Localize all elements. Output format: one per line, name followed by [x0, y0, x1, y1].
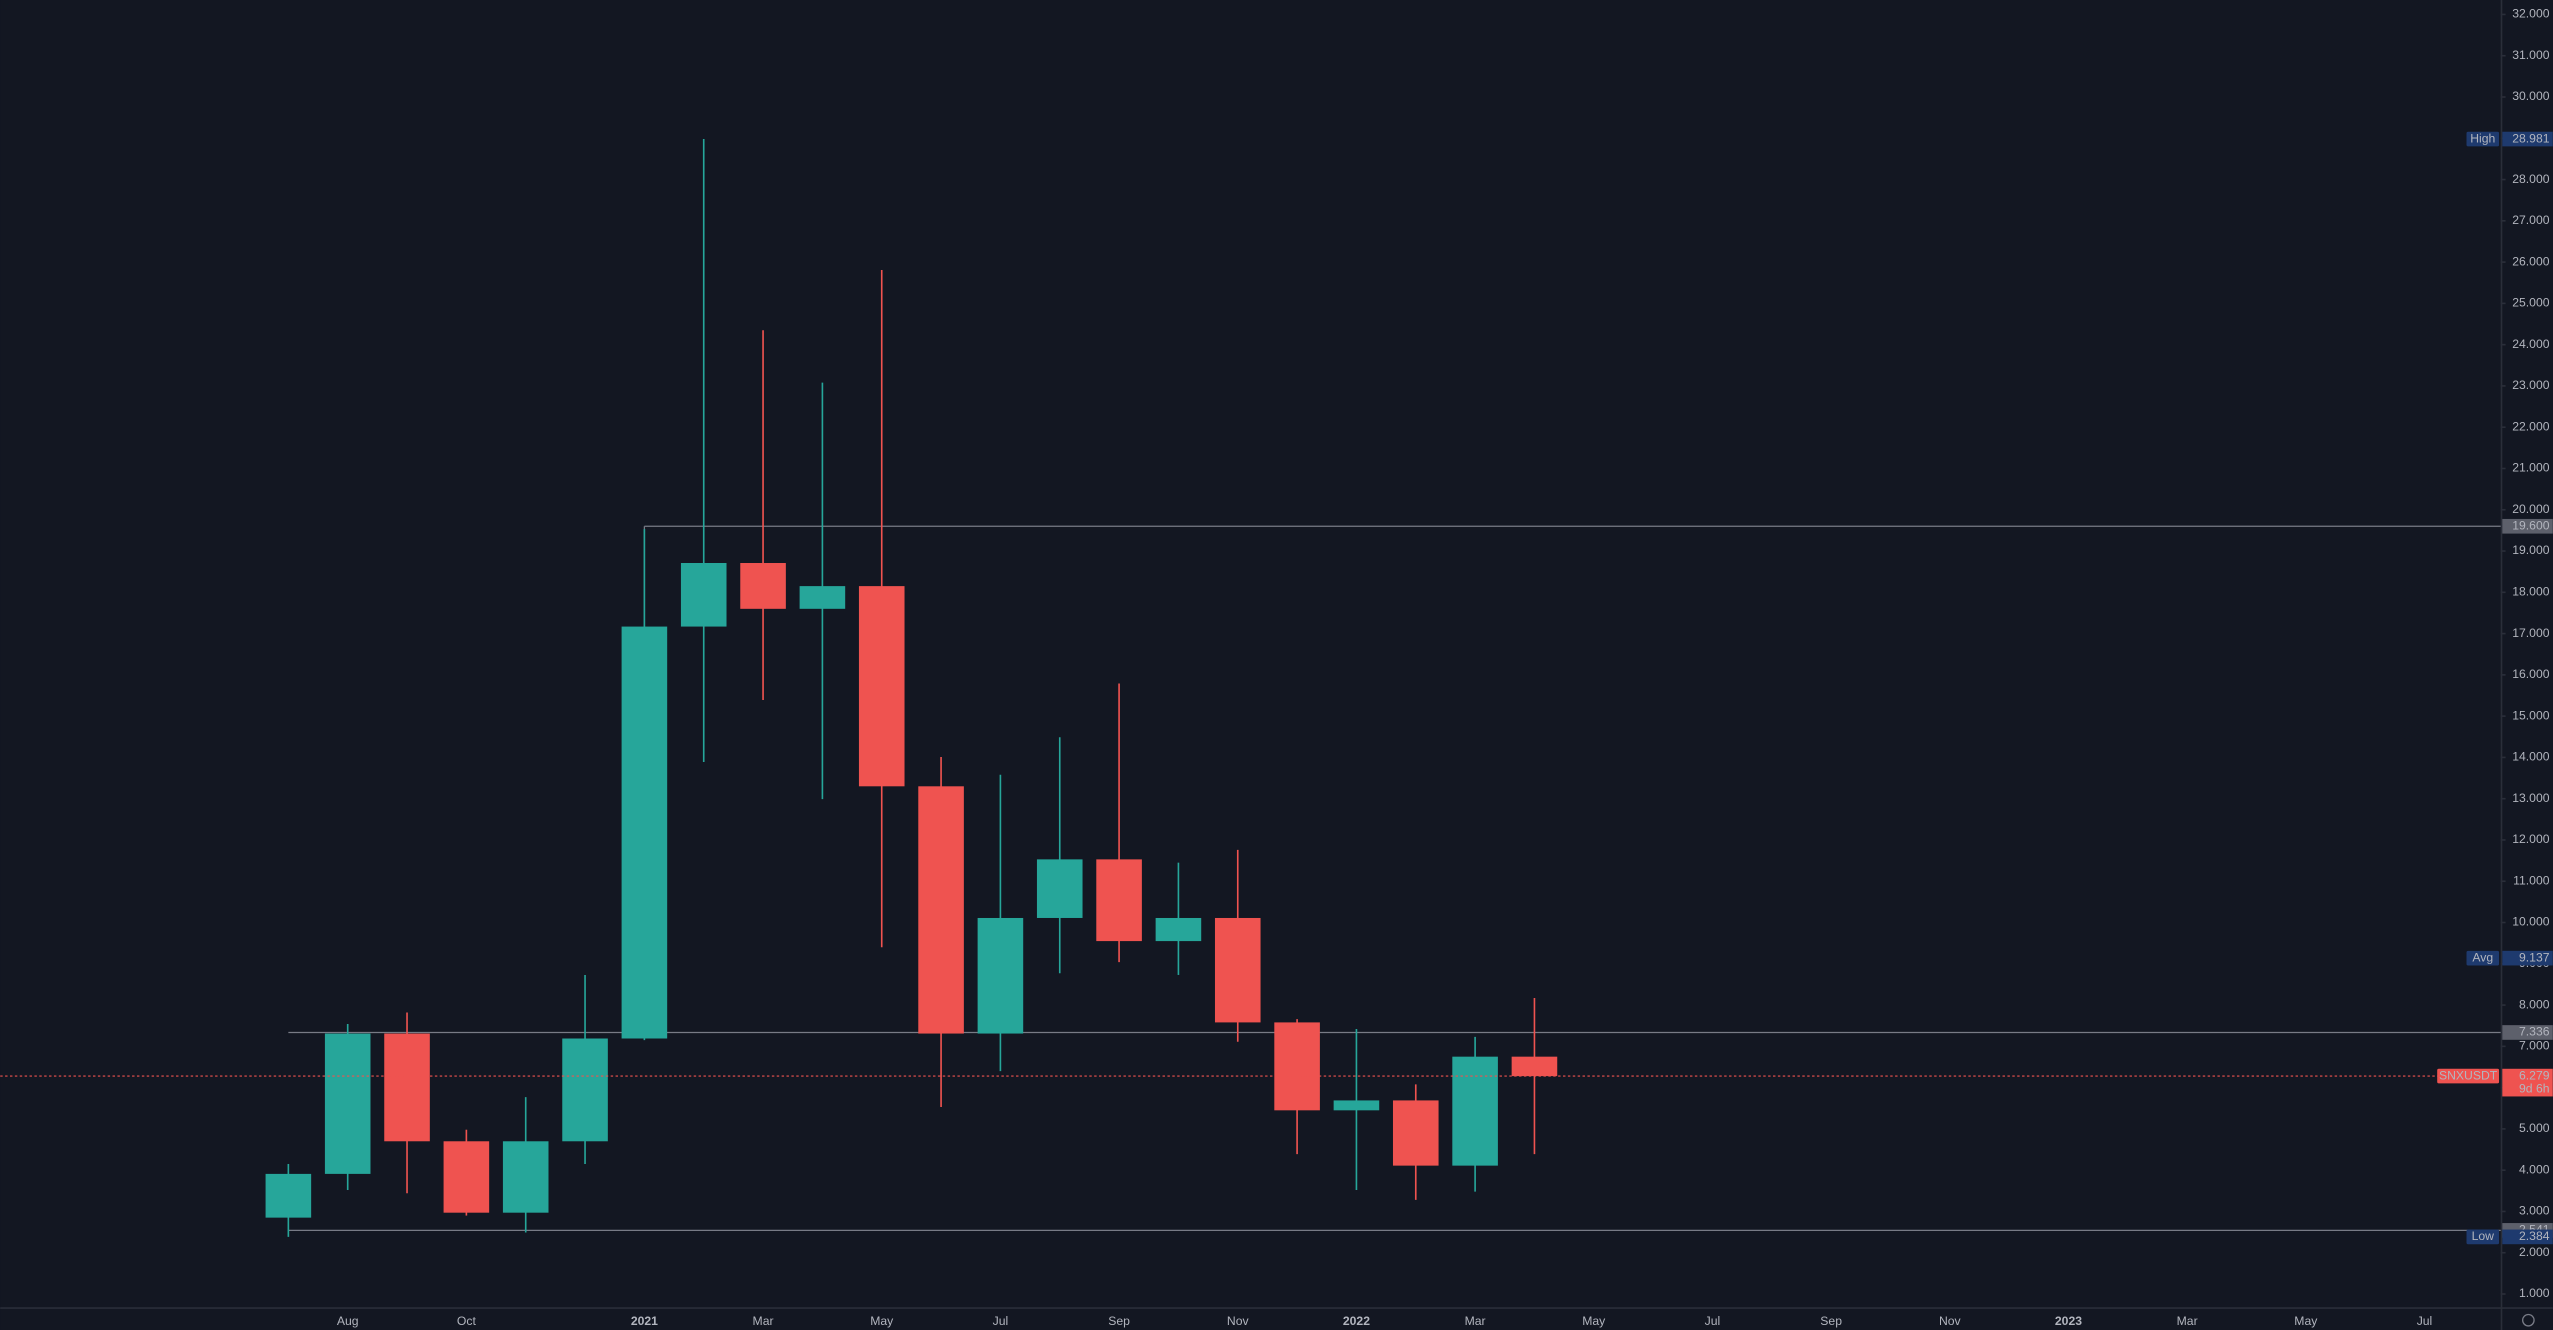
y-tick-label: 3.000	[2519, 1204, 2550, 1218]
candle-body	[1214, 917, 1261, 1023]
stat-name: High	[2470, 131, 2495, 145]
y-tick-label: 24.000	[2512, 337, 2549, 351]
y-tick-label: 1.000	[2519, 1286, 2550, 1300]
level-badge	[2502, 1025, 2553, 1040]
y-tick-label: 17.000	[2512, 626, 2549, 640]
last-price-value: 6.279	[2519, 1068, 2550, 1082]
y-tick-label: 18.000	[2512, 585, 2549, 599]
x-tick-label: Jul	[1705, 1314, 1721, 1328]
candle-body	[680, 563, 727, 627]
candle-body	[502, 1141, 549, 1213]
candle-body	[1392, 1100, 1439, 1166]
stat-name-badge	[2466, 950, 2500, 966]
settings-button[interactable]	[2522, 1313, 2535, 1327]
x-tick-label: Jul	[993, 1314, 1009, 1328]
y-tick-label: 13.000	[2512, 791, 2549, 805]
y-tick-label: 15.000	[2512, 708, 2549, 722]
level-value: 19.600	[2512, 518, 2549, 532]
candle-body	[740, 563, 786, 609]
candle-body	[858, 586, 905, 787]
y-tick-label: 30.000	[2512, 89, 2549, 103]
countdown: 9d 6h	[2519, 1081, 2550, 1095]
symbol-badge	[2437, 1068, 2500, 1084]
x-tick-label: Sep	[1108, 1314, 1130, 1328]
candle-body	[621, 626, 668, 1039]
candle-body	[1036, 859, 1083, 918]
x-tick-label: Aug	[337, 1314, 359, 1328]
y-tick-label: 16.000	[2512, 667, 2549, 681]
candle-body	[799, 586, 846, 609]
y-tick-label: 20.000	[2512, 502, 2549, 516]
y-tick-label: 4.000	[2519, 1162, 2550, 1176]
y-tick-label: 11.000	[2513, 873, 2550, 887]
candle-body	[1511, 1056, 1558, 1077]
y-tick-label: 26.000	[2512, 254, 2549, 268]
y-tick-label: 12.000	[2512, 832, 2549, 846]
stat-value: 9.137	[2519, 950, 2550, 964]
candle-body	[265, 1173, 312, 1218]
y-tick-label: 10.000	[2512, 915, 2549, 929]
symbol-name: SNXUSDT	[2439, 1068, 2498, 1082]
stat-value-badge	[2502, 1229, 2553, 1245]
x-tick-label: Nov	[1939, 1314, 1962, 1328]
stat-name-badge	[2466, 131, 2500, 147]
y-tick-label: 22.000	[2512, 419, 2549, 433]
candle-body	[443, 1141, 490, 1213]
stat-name: Avg	[2472, 950, 2493, 964]
y-tick-label: 7.000	[2519, 1039, 2550, 1053]
y-tick-label: 8.000	[2519, 997, 2550, 1011]
x-tick-label: May	[1582, 1314, 1606, 1328]
candle-body	[918, 786, 964, 1034]
candle-body	[562, 1038, 608, 1142]
y-tick-label: 32.000	[2512, 7, 2549, 21]
candle-body	[384, 1033, 430, 1142]
x-tick-label: Oct	[457, 1314, 477, 1328]
stat-name: Low	[2472, 1229, 2495, 1243]
x-tick-label: May	[870, 1314, 894, 1328]
x-tick-label: Mar	[1465, 1314, 1486, 1328]
x-tick-label: 2021	[631, 1314, 658, 1328]
x-tick-label: Jul	[2417, 1314, 2433, 1328]
x-tick-label: Nov	[1227, 1314, 1250, 1328]
y-tick-label: 23.000	[2512, 378, 2549, 392]
candle-body	[1452, 1056, 1498, 1166]
x-tick-label: May	[2294, 1314, 2318, 1328]
y-tick-label: 21.000	[2512, 461, 2549, 475]
y-tick-label: 28.000	[2512, 172, 2549, 186]
x-tick-label: Sep	[1820, 1314, 1842, 1328]
candle-body	[1333, 1100, 1380, 1111]
y-tick-label: 5.000	[2519, 1121, 2550, 1135]
last-price-badge	[2502, 1068, 2553, 1097]
y-tick-label: 19.000	[2512, 543, 2549, 557]
x-tick-label: 2023	[2055, 1314, 2082, 1328]
stat-value-badge	[2502, 950, 2553, 966]
stat-value: 28.981	[2512, 131, 2549, 145]
x-tick-label: 2022	[1343, 1314, 1370, 1328]
y-tick-label: 31.000	[2512, 48, 2549, 62]
stat-name-badge	[2466, 1229, 2500, 1245]
stat-value-badge	[2502, 131, 2553, 147]
candle-body	[324, 1033, 371, 1174]
stat-value: 2.384	[2519, 1229, 2550, 1243]
x-tick-label: Mar	[2177, 1314, 2198, 1328]
candle-body	[1274, 1022, 1320, 1111]
y-tick-label: 27.000	[2512, 213, 2549, 227]
y-tick-label: 14.000	[2512, 750, 2549, 764]
candle-body	[977, 917, 1024, 1034]
level-value: 7.336	[2519, 1025, 2550, 1039]
y-tick-label: 2.000	[2519, 1245, 2550, 1259]
level-badge	[2502, 518, 2553, 534]
candle-body	[1096, 859, 1142, 942]
y-tick-label: 25.000	[2512, 296, 2549, 310]
candle-body	[1155, 917, 1202, 942]
x-tick-label: Mar	[753, 1314, 774, 1328]
